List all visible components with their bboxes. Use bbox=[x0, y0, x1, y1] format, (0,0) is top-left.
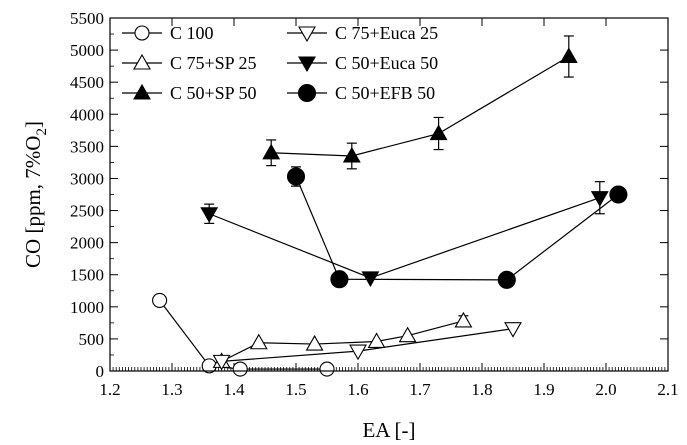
plot-area bbox=[152, 35, 628, 377]
data-point bbox=[152, 292, 168, 308]
legend-entry: C 75+SP 25 bbox=[122, 53, 257, 73]
x-tick-label: 2.0 bbox=[595, 380, 616, 399]
legend: C 100 C 75+Euca 25 C 75+SP 25 C 50+Euca 50 C… bbox=[122, 23, 438, 103]
y-tick-label: 4500 bbox=[70, 73, 104, 92]
legend-entry: C 50+Euca 50 bbox=[287, 53, 438, 73]
legend-label: C 50+Euca 50 bbox=[335, 53, 438, 73]
legend-entry: C 75+Euca 25 bbox=[287, 23, 438, 43]
data-point bbox=[330, 270, 349, 289]
legend-entry: C 50+EFB 50 bbox=[287, 83, 435, 103]
data-point bbox=[590, 191, 609, 207]
legend-entry: C 50+SP 50 bbox=[122, 83, 257, 103]
y-axis-label-subscript: 2 bbox=[34, 128, 50, 136]
data-point bbox=[398, 326, 417, 343]
data-point bbox=[286, 167, 306, 186]
y-axis-label-main: CO [ppm, 7%O bbox=[21, 136, 45, 268]
legend-marker bbox=[298, 56, 316, 73]
series-4 bbox=[212, 322, 522, 371]
y-tick-label: 500 bbox=[79, 330, 105, 349]
x-tick-label: 1.4 bbox=[223, 380, 245, 399]
y-tick-label: 5500 bbox=[70, 9, 104, 28]
x-tick-label: 1.6 bbox=[347, 380, 368, 399]
legend-marker bbox=[133, 83, 151, 100]
legend-entry: C 100 bbox=[122, 23, 214, 43]
data-point bbox=[212, 354, 231, 371]
data-point bbox=[454, 311, 473, 328]
y-tick-label: 3500 bbox=[70, 137, 104, 156]
series-line bbox=[295, 176, 619, 281]
data-point bbox=[367, 332, 386, 349]
x-tick-label: 1.7 bbox=[409, 380, 431, 399]
series-line bbox=[208, 197, 600, 279]
data-point bbox=[497, 270, 516, 289]
y-tick-label: 5000 bbox=[70, 41, 104, 60]
legend-label: C 100 bbox=[170, 23, 214, 43]
series-1 bbox=[152, 292, 335, 377]
y-tick-label: 2500 bbox=[70, 202, 104, 221]
data-point bbox=[305, 334, 324, 351]
tick-labels: 1.2 1.3 1.4 1.5 1.6 1.7 1.8 1.9 2.0 2.1 0 500 1000 15… bbox=[70, 9, 679, 399]
series-line bbox=[271, 55, 570, 157]
y-tick-label: 3000 bbox=[70, 169, 104, 188]
data-point bbox=[232, 361, 248, 377]
x-tick-label: 2.1 bbox=[657, 380, 678, 399]
plot-frame bbox=[109, 17, 669, 372]
x-tick-label: 1.5 bbox=[285, 380, 306, 399]
data-point bbox=[342, 146, 361, 163]
data-point bbox=[262, 143, 281, 160]
data-point bbox=[559, 47, 578, 64]
x-axis-label: EA [-] bbox=[362, 418, 415, 442]
x-tick-label: 1.9 bbox=[533, 380, 554, 399]
legend-label: C 50+EFB 50 bbox=[335, 83, 435, 103]
series-3 bbox=[262, 35, 578, 170]
x-tick-label: 1.2 bbox=[99, 380, 120, 399]
y-tick-label: 0 bbox=[96, 362, 105, 381]
legend-marker bbox=[133, 53, 151, 70]
legend-label: C 75+SP 25 bbox=[170, 53, 257, 73]
data-point bbox=[504, 322, 522, 338]
x-tick-label: 1.8 bbox=[471, 380, 492, 399]
y-tick-label: 1000 bbox=[70, 298, 104, 317]
legend-label: C 75+Euca 25 bbox=[335, 23, 438, 43]
y-tick-label: 4000 bbox=[70, 105, 104, 124]
y-tick-label: 1500 bbox=[70, 266, 104, 285]
x-tick-label: 1.3 bbox=[161, 380, 182, 399]
data-point bbox=[429, 124, 448, 141]
legend-label: C 50+SP 50 bbox=[170, 83, 257, 103]
series-6 bbox=[286, 166, 628, 289]
data-point bbox=[349, 344, 367, 361]
legend-marker bbox=[297, 83, 317, 103]
series-5 bbox=[200, 181, 609, 288]
series-line bbox=[159, 300, 327, 370]
legend-marker bbox=[134, 25, 150, 41]
series-line bbox=[221, 328, 514, 362]
data-point bbox=[200, 207, 219, 223]
data-point bbox=[249, 333, 268, 350]
legend-marker bbox=[298, 26, 316, 43]
y-axis-label-close: ] bbox=[21, 121, 45, 128]
data-point bbox=[319, 361, 335, 377]
y-axis-label: CO [ppm, 7%O2] bbox=[21, 121, 50, 268]
y-tick-label: 2000 bbox=[70, 234, 104, 253]
data-point bbox=[609, 185, 628, 204]
